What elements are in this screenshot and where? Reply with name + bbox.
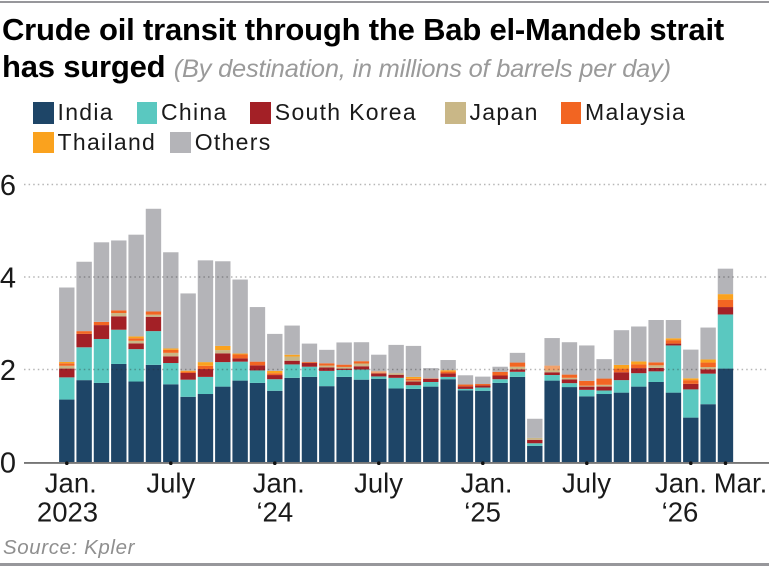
svg-text:6: 6 <box>0 170 16 202</box>
svg-text:July: July <box>146 468 195 499</box>
svg-text:2023: 2023 <box>37 497 98 528</box>
svg-text:Mar.: Mar. <box>714 468 767 499</box>
svg-text:4: 4 <box>0 262 16 294</box>
svg-text:Jan.: Jan. <box>655 468 707 499</box>
svg-text:‘25: ‘25 <box>464 497 501 528</box>
svg-text:Jan.: Jan. <box>461 468 513 499</box>
svg-text:Jan.: Jan. <box>253 468 305 499</box>
svg-text:2: 2 <box>0 355 16 387</box>
svg-text:July: July <box>562 468 611 499</box>
svg-text:July: July <box>354 468 403 499</box>
svg-text:‘24: ‘24 <box>256 497 293 528</box>
svg-text:0: 0 <box>0 447 16 479</box>
svg-text:‘26: ‘26 <box>662 497 699 528</box>
svg-text:Jan.: Jan. <box>45 468 97 499</box>
